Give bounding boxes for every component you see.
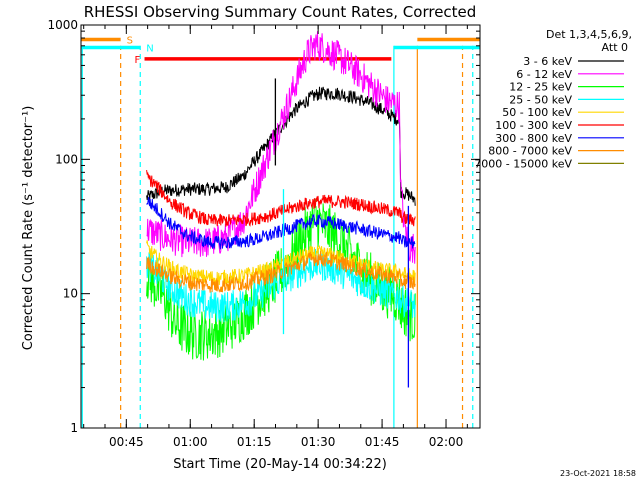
series-line-3 <box>146 248 416 323</box>
legend-label-5: 100 - 300 keV <box>495 119 572 132</box>
flag-label-s: S <box>127 35 133 46</box>
flag-label-f: F <box>135 55 141 66</box>
series-line-1 <box>146 31 416 264</box>
x-tick-label-3: 01:30 <box>301 435 336 449</box>
x-tick-label-0: 00:45 <box>109 435 144 449</box>
legend-label-2: 12 - 25 keV <box>509 81 572 94</box>
y-axis-label: Corrected Count Rate (s⁻¹ detector⁻¹) <box>21 106 36 351</box>
legend-header-line-2: Att 0 <box>602 41 628 54</box>
timestamp: 23-Oct-2021 18:58 <box>560 469 636 478</box>
legend-label-7: 800 - 7000 keV <box>488 145 572 158</box>
plot-frame <box>80 24 481 429</box>
x-tick-label-1: 01:00 <box>173 435 208 449</box>
series-line-0 <box>146 86 416 206</box>
y-tick-label-3: 1000 <box>47 18 78 32</box>
axes: 1 10 100 1000 00:45 01:00 01:15 01:30 01:45 02:00 <box>47 18 481 449</box>
series-layer <box>146 31 416 388</box>
series-line-4 <box>146 240 416 287</box>
legend-label-0: 3 - 6 keV <box>523 55 572 68</box>
series-line-5 <box>146 170 416 227</box>
x-tick-label-4: 01:45 <box>365 435 400 449</box>
y-tick-label-0: 1 <box>70 421 78 435</box>
legend-header-line-1: Det 1,3,4,5,6,9, <box>546 28 632 41</box>
flag-label-n: N <box>146 43 153 54</box>
legend-label-8: 7000 - 15000 keV <box>474 157 572 170</box>
legend-label-1: 6 - 12 keV <box>516 68 572 81</box>
series-line-7 <box>146 250 416 293</box>
y-tick-label-2: 100 <box>55 152 78 166</box>
x-tick-label-5: 02:00 <box>429 435 464 449</box>
legend-label-3: 25 - 50 keV <box>509 93 572 106</box>
y-tick-label-1: 10 <box>63 287 78 301</box>
legend-label-6: 300 - 800 keV <box>495 132 572 145</box>
chart-title: RHESSI Observing Summary Count Rates, Co… <box>84 3 477 21</box>
x-tick-label-2: 01:15 <box>237 435 272 449</box>
series-line-6 <box>146 196 416 250</box>
x-axis-label: Start Time (20-May-14 00:34:22) <box>173 457 387 472</box>
legend-label-4: 50 - 100 keV <box>502 106 572 119</box>
